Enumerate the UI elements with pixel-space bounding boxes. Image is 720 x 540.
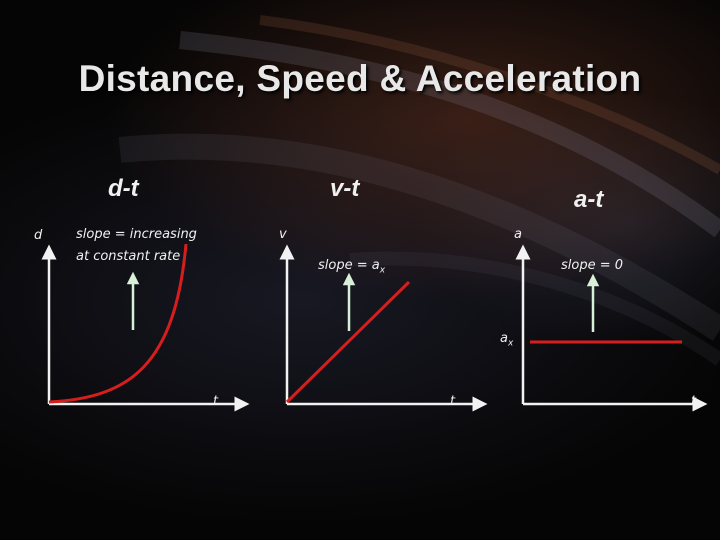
at-level-label: ax (500, 328, 513, 355)
dt-heading: d-t (108, 175, 139, 202)
slide-title: Distance, Speed & Acceleration (78, 58, 642, 99)
at-level-label-sub: x (507, 338, 514, 349)
dt-slope-note-line2: at constant rate (76, 249, 181, 264)
dt-slope-note: slope = increasing at constant rate (76, 224, 197, 268)
at-heading: a-t (574, 186, 604, 213)
dt-x-axis-label: t (213, 394, 219, 409)
vt-heading: v-t (330, 175, 360, 202)
dt-curve (48, 243, 188, 404)
vt-slope-note: slope = ax (318, 255, 385, 282)
vt-x-axis-label: t (450, 394, 456, 409)
at-slope-note: slope = 0 (561, 258, 624, 273)
vt-line (285, 280, 411, 404)
dt-slope-note-line1: slope = increasing (76, 227, 197, 242)
vt-y-axis-label: v (279, 227, 287, 242)
vt-slope-note-sub: x (379, 265, 386, 276)
vt-slope-note-text: slope = a (318, 258, 380, 273)
dt-y-axis-label: d (34, 228, 43, 243)
at-level-label-text: a (500, 331, 508, 346)
at-y-axis-label: a (514, 227, 522, 242)
